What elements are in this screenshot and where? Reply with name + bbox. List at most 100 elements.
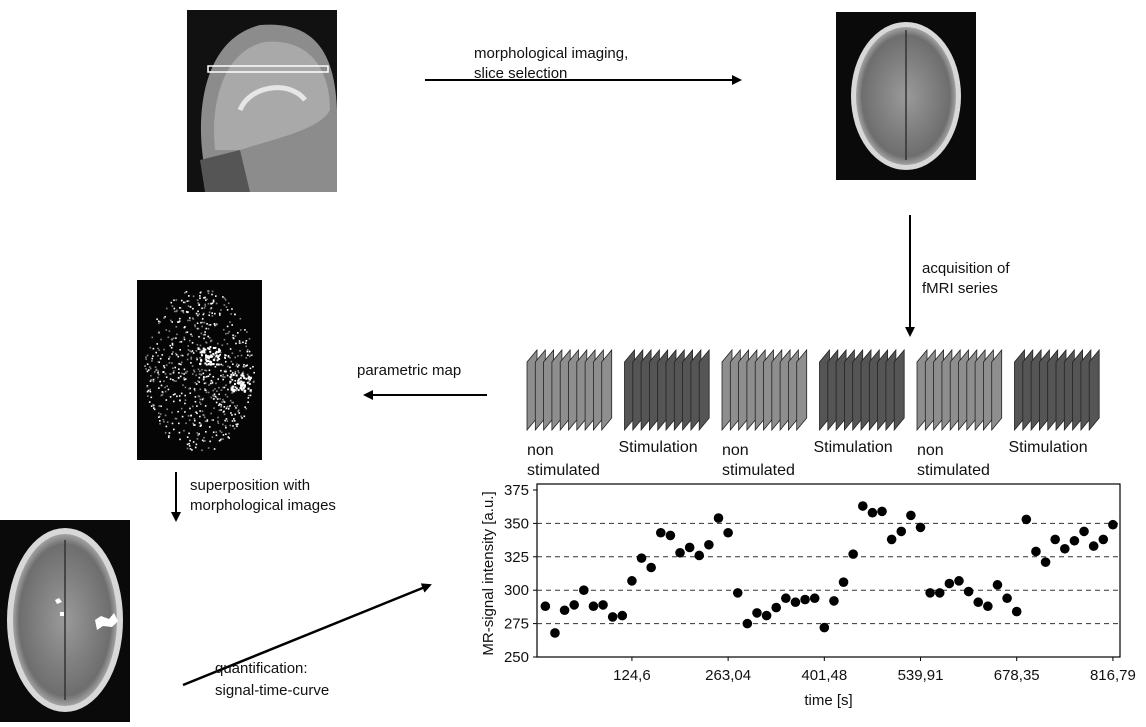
noise-dot	[206, 342, 208, 344]
noise-dot	[236, 389, 238, 391]
noise-dot	[224, 304, 226, 306]
noise-dot	[224, 339, 226, 341]
noise-dot	[197, 314, 199, 316]
noise-dot	[225, 370, 227, 372]
noise-dot	[205, 420, 207, 422]
noise-dot	[230, 400, 232, 402]
noise-dot	[175, 418, 177, 420]
noise-dot	[151, 358, 153, 360]
data-point	[656, 528, 666, 538]
noise-dot	[242, 373, 244, 375]
noise-dot	[218, 387, 220, 389]
noise-dot	[215, 383, 217, 385]
noise-dot	[164, 387, 166, 389]
noise-dot	[240, 318, 242, 320]
noise-dot	[192, 317, 194, 319]
noise-dot	[231, 361, 233, 363]
noise-dot	[184, 302, 186, 304]
slice	[797, 350, 807, 430]
active-dot	[229, 376, 231, 378]
noise-dot	[184, 326, 186, 328]
noise-dot	[188, 295, 190, 297]
data-point	[820, 623, 830, 633]
noise-dot	[197, 344, 199, 346]
noise-dot	[176, 334, 178, 336]
noise-dot	[196, 405, 198, 407]
active-dot	[236, 374, 238, 376]
active-dot	[243, 377, 245, 379]
noise-dot	[183, 377, 185, 379]
phase-label: Stimulation	[814, 439, 893, 456]
noise-dot	[232, 425, 234, 427]
noise-dot	[234, 420, 236, 422]
data-point	[877, 507, 887, 517]
noise-dot	[171, 353, 173, 355]
active-dot	[219, 349, 221, 351]
noise-dot	[163, 380, 165, 382]
noise-dot	[160, 339, 162, 341]
noise-dot	[171, 321, 173, 323]
noise-dot	[216, 434, 218, 436]
noise-dot	[197, 380, 199, 382]
noise-dot	[163, 349, 165, 351]
noise-dot	[224, 297, 226, 299]
noise-dot	[197, 322, 199, 324]
noise-dot	[182, 416, 184, 418]
noise-dot	[226, 418, 228, 420]
noise-dot	[228, 355, 230, 357]
noise-dot	[177, 411, 179, 413]
noise-dot	[247, 374, 249, 376]
noise-dot	[236, 363, 238, 365]
active-dot	[240, 381, 242, 383]
noise-dot	[192, 365, 194, 367]
active-dot	[232, 386, 234, 388]
noise-dot	[213, 301, 215, 303]
active-dot	[197, 347, 199, 349]
data-point	[906, 511, 916, 521]
noise-dot	[166, 364, 168, 366]
noise-dot	[202, 322, 204, 324]
noise-dot	[219, 398, 221, 400]
active-dot	[204, 362, 206, 364]
data-point	[1050, 535, 1060, 545]
label: morphological imaging,	[474, 45, 628, 62]
noise-dot	[213, 395, 215, 397]
noise-dot	[228, 331, 230, 333]
parametric-map-image	[137, 280, 262, 460]
noise-dot	[160, 405, 162, 407]
noise-dot	[194, 424, 196, 426]
noise-dot	[215, 295, 217, 297]
noise-dot	[223, 434, 225, 436]
noise-dot	[173, 299, 175, 301]
data-point	[589, 601, 599, 611]
noise-dot	[231, 386, 233, 388]
noise-dot	[155, 366, 157, 368]
noise-dot	[223, 329, 225, 331]
noise-dot	[211, 312, 213, 314]
active-dot	[250, 377, 252, 379]
noise-dot	[151, 379, 153, 381]
active-dot	[213, 359, 215, 361]
noise-dot	[227, 309, 229, 311]
noise-dot	[165, 432, 167, 434]
noise-dot	[188, 388, 190, 390]
noise-dot	[173, 372, 175, 374]
noise-dot	[158, 374, 160, 376]
active-dot	[208, 363, 210, 365]
noise-dot	[150, 368, 152, 370]
y-tick-label: 350	[504, 515, 529, 532]
noise-dot	[171, 412, 173, 414]
noise-dot	[201, 369, 203, 371]
noise-dot	[186, 311, 188, 313]
noise-dot	[177, 321, 179, 323]
noise-dot	[153, 379, 155, 381]
noise-dot	[200, 423, 202, 425]
noise-dot	[248, 397, 250, 399]
noise-dot	[234, 380, 236, 382]
active-dot	[209, 346, 211, 348]
noise-dot	[233, 337, 235, 339]
noise-dot	[196, 383, 198, 385]
noise-dot	[246, 340, 248, 342]
slice	[1089, 350, 1099, 430]
plot-frame	[537, 484, 1120, 657]
